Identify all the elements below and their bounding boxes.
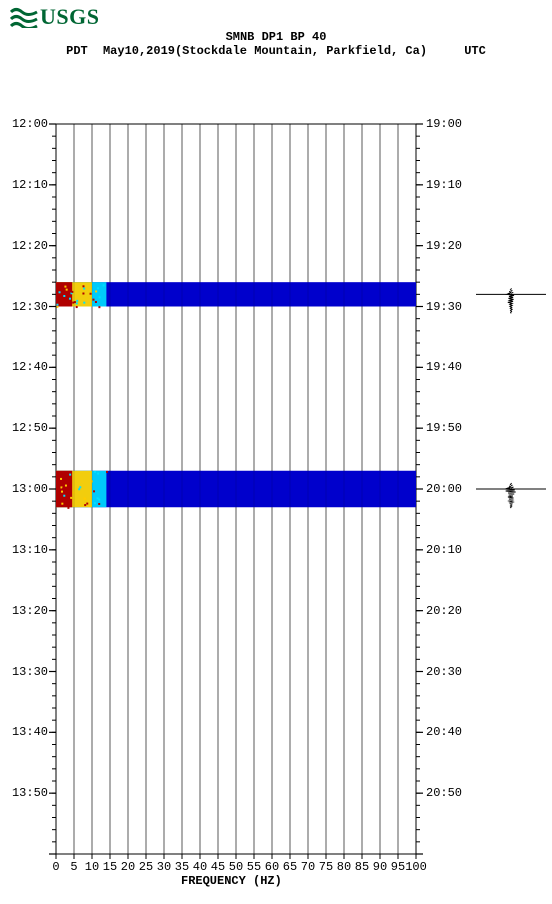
tick-label: 30 (157, 860, 171, 874)
usgs-text: USGS (40, 4, 99, 30)
tick-label: 20:10 (426, 543, 462, 557)
tick-label: 75 (319, 860, 333, 874)
tick-label: 12:10 (8, 178, 48, 192)
tick-label: 13:30 (8, 665, 48, 679)
tz-left: PDT (66, 44, 88, 58)
tick-label: 13:40 (8, 725, 48, 739)
chart-title: SMNB DP1 BP 40 (0, 30, 552, 44)
tick-label: 25 (139, 860, 153, 874)
tick-label: 13:20 (8, 604, 48, 618)
tick-label: 100 (405, 860, 427, 874)
tick-label: 20:50 (426, 786, 462, 800)
tick-label: 19:30 (426, 300, 462, 314)
tick-label: 35 (175, 860, 189, 874)
tick-label: 5 (70, 860, 77, 874)
tick-label: 0 (52, 860, 59, 874)
tick-label: 15 (103, 860, 117, 874)
tick-label: 12:00 (8, 117, 48, 131)
tick-label: 90 (373, 860, 387, 874)
tick-label: 12:20 (8, 239, 48, 253)
tick-label: 70 (301, 860, 315, 874)
tick-label: 45 (211, 860, 225, 874)
tick-label: 20:30 (426, 665, 462, 679)
tick-label: 20 (121, 860, 135, 874)
tick-label: 20:40 (426, 725, 462, 739)
tick-label: 20:20 (426, 604, 462, 618)
tick-label: 50 (229, 860, 243, 874)
tick-label: 10 (85, 860, 99, 874)
tick-label: 19:00 (426, 117, 462, 131)
x-axis-label: FREQUENCY (HZ) (181, 874, 282, 888)
plot-area: SMNB DP1 BP 40 PDT May10,2019(Stockdale … (0, 30, 552, 904)
usgs-wave-icon (10, 6, 38, 28)
tick-label: 60 (265, 860, 279, 874)
usgs-logo: USGS (10, 4, 99, 30)
tick-label: 85 (355, 860, 369, 874)
chart-header: SMNB DP1 BP 40 PDT May10,2019(Stockdale … (0, 30, 552, 58)
tick-label: 40 (193, 860, 207, 874)
spectrogram-chart: 12:00 12:10 12:20 12:30 12:40 12:50 13:00 13:10… (6, 64, 546, 904)
tz-right: UTC (464, 44, 486, 58)
tick-label: 13:50 (8, 786, 48, 800)
tick-label: 12:50 (8, 421, 48, 435)
tick-label: 12:30 (8, 300, 48, 314)
tick-label: 20:00 (426, 482, 462, 496)
chart-location: (Stockdale Mountain, Parkfield, Ca) (175, 44, 427, 58)
tick-label: 95 (391, 860, 405, 874)
tick-label: 65 (283, 860, 297, 874)
tick-label: 12:40 (8, 360, 48, 374)
tick-label: 19:50 (426, 421, 462, 435)
tick-label: 19:20 (426, 239, 462, 253)
tick-label: 13:10 (8, 543, 48, 557)
tick-label: 19:10 (426, 178, 462, 192)
tick-label: 19:40 (426, 360, 462, 374)
tick-label: 80 (337, 860, 351, 874)
tick-label: 13:00 (8, 482, 48, 496)
chart-date: May10,2019 (103, 44, 175, 58)
tick-label: 55 (247, 860, 261, 874)
